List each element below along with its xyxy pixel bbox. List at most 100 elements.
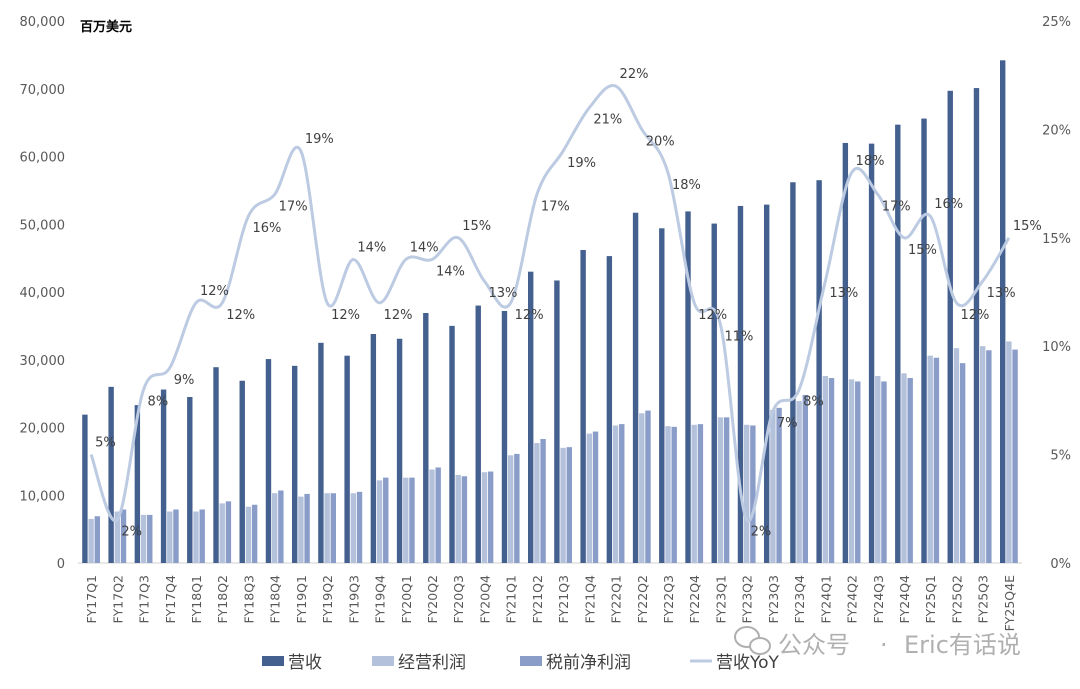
x-category-label: FY19Q2 (320, 575, 335, 624)
bar-revenue (291, 365, 298, 563)
bar-pretax-profit (933, 357, 940, 563)
yoy-data-label: 12% (331, 308, 360, 323)
x-category-label: FY18Q4 (268, 575, 283, 624)
bar-revenue (842, 142, 849, 563)
x-category-label: FY20Q1 (399, 575, 414, 624)
yoy-data-label: 7% (777, 416, 798, 431)
bar-revenue (921, 118, 927, 563)
bar-revenue (475, 305, 481, 563)
x-category-label: FY18Q2 (215, 575, 230, 624)
bar-operating-profit (586, 433, 593, 563)
legend-swatch (520, 656, 542, 666)
bar-revenue (790, 182, 796, 563)
legend-label: 营收 (288, 653, 322, 673)
yoy-data-label: 19% (305, 132, 334, 147)
x-category-label: FY23Q4 (792, 575, 807, 624)
legend-swatch (372, 656, 394, 666)
bar-revenue (82, 414, 88, 563)
bar-revenue (763, 204, 770, 563)
bar-operating-profit (927, 355, 933, 563)
x-category-label: FY18Q3 (241, 575, 256, 624)
legend-swatch (262, 656, 284, 666)
x-axis-categories: FY17Q1 FY17Q2 FY17Q3 FY17Q4 FY18Q1 FY18Q2 FY18… (84, 575, 1017, 632)
watermark-brand: 公众号 (778, 631, 850, 659)
yoy-data-label: 8% (803, 395, 824, 410)
bar-revenue (737, 205, 744, 563)
x-category-label: FY21Q1 (504, 575, 519, 624)
yoy-data-label: 19% (567, 156, 596, 171)
bar-revenue (606, 256, 613, 563)
bar-revenue (396, 338, 403, 563)
bar-pretax-profit (435, 467, 441, 563)
yoy-line (89, 84, 1011, 523)
bar-pretax-profit (619, 424, 625, 563)
bar-pretax-profit (383, 477, 389, 563)
yoy-line-layer: 5% 2% 8% 9% 12% 12% 16% 17% 19% 12% 14% 12% 14% 14% 15… (89, 67, 1042, 540)
bar-revenue (108, 386, 114, 563)
yoy-data-label: 15% (462, 219, 491, 234)
yoy-data-label: 12% (226, 308, 255, 323)
bar-revenue (895, 124, 901, 563)
yoy-data-label: 17% (882, 199, 911, 214)
bar-pretax-profit (697, 424, 704, 563)
bar-revenue (659, 228, 665, 563)
yoy-data-label: 8% (148, 395, 169, 410)
x-category-label: FY18Q1 (189, 575, 204, 624)
bar-operating-profit (403, 477, 409, 563)
bar-operating-profit (822, 376, 829, 563)
bar-revenue (501, 310, 508, 563)
bar-pretax-profit (199, 509, 205, 563)
bar-revenue (265, 359, 272, 563)
bar-revenue (423, 313, 429, 563)
yoy-data-label: 12% (960, 308, 989, 323)
x-category-label: FY21Q3 (556, 575, 571, 624)
y2-tick-label: 0% (1050, 557, 1071, 572)
bar-revenue (816, 180, 822, 563)
bar-revenue (527, 271, 534, 563)
legend-label: 营收YoY (716, 653, 780, 673)
bar-operating-profit (298, 496, 304, 563)
bar-operating-profit (271, 493, 278, 563)
bar-pretax-profit (225, 501, 232, 563)
bar-pretax-profit (776, 407, 782, 563)
bar-pretax-profit (671, 426, 677, 563)
x-category-label: FY19Q1 (294, 575, 309, 624)
watermark-author: Eric有话说 (904, 631, 1021, 659)
bar-pretax-profit (1012, 349, 1018, 563)
bar-operating-profit (953, 348, 960, 563)
right-axis: 0% 5% 10% 15% 20% 25% (1042, 15, 1071, 572)
bar-revenue (160, 389, 167, 563)
x-category-label: FY17Q2 (110, 575, 125, 624)
y-tick-label: 0 (57, 557, 65, 572)
x-category-label: FY20Q4 (477, 575, 492, 624)
bar-operating-profit (796, 401, 802, 563)
yoy-data-label: 2% (751, 525, 772, 540)
yoy-data-label: 5% (95, 436, 116, 451)
yoy-data-label: 13% (829, 286, 858, 301)
bar-pretax-profit (120, 509, 127, 563)
bar-revenue (868, 143, 875, 563)
x-category-label: FY19Q3 (346, 575, 361, 624)
bar-operating-profit (848, 379, 855, 563)
bar-pretax-profit (356, 491, 363, 563)
watermark-separator: · (880, 631, 888, 659)
x-category-label: FY25Q4E (1002, 575, 1017, 632)
bar-operating-profit (612, 425, 619, 563)
y2-tick-label: 5% (1050, 449, 1071, 464)
bar-revenue (711, 223, 717, 563)
bar-operating-profit (1006, 341, 1012, 563)
bar-operating-profit (167, 511, 173, 563)
bar-pretax-profit (907, 378, 913, 563)
x-category-label: FY19Q4 (373, 575, 388, 624)
bar-pretax-profit (750, 425, 756, 563)
bar-operating-profit (140, 514, 147, 563)
bar-pretax-profit (645, 410, 651, 563)
bar-operating-profit (88, 518, 94, 563)
yoy-data-label: 12% (698, 308, 727, 323)
x-category-label: FY25Q3 (976, 575, 991, 624)
y-tick-label: 20,000 (20, 422, 66, 437)
x-category-label: FY22Q1 (609, 575, 624, 624)
bar-operating-profit (376, 480, 383, 563)
bar-revenue (580, 250, 586, 563)
